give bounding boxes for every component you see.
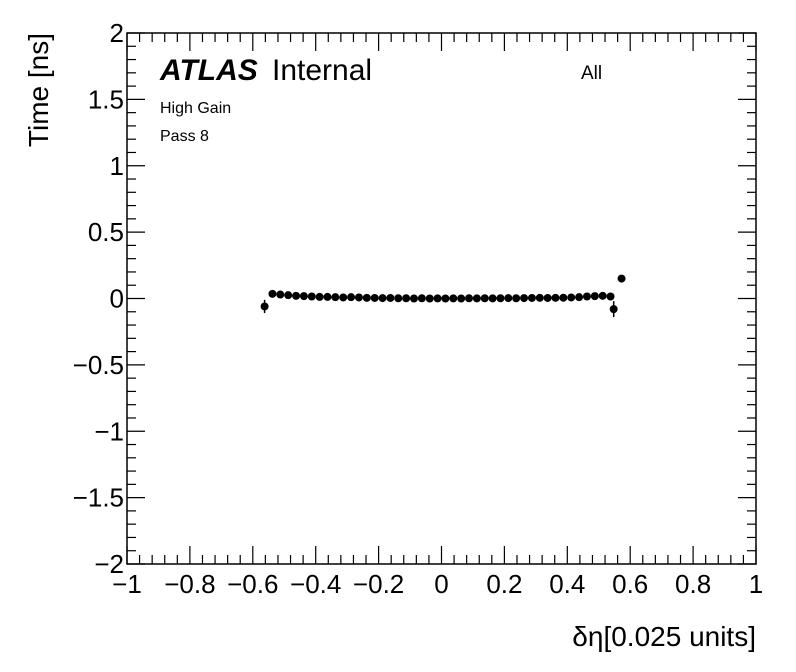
data-point — [260, 302, 269, 311]
category-label: All — [581, 63, 602, 84]
pass-label: Pass 8 — [160, 128, 209, 145]
data-point — [598, 291, 607, 300]
data-point — [347, 293, 356, 302]
x-tick-label: 0.6 — [612, 569, 648, 599]
x-tick-labels: −1 −0.8 −0.6 −0.4 −0.2 0 0.2 0.4 0.6 0.8 1 — [112, 569, 763, 599]
data-point — [331, 293, 340, 302]
data-point — [559, 293, 568, 302]
data-point — [575, 293, 584, 302]
x-tick-label: 0.8 — [675, 569, 711, 599]
data-point — [378, 294, 387, 303]
data-point — [441, 294, 450, 303]
y-axis-title: Time [ns] — [23, 33, 54, 147]
data-point — [362, 293, 371, 302]
x-tick-label: 0.2 — [486, 569, 522, 599]
data-point — [268, 289, 277, 298]
data-points — [260, 274, 626, 318]
data-point — [292, 291, 301, 300]
atlas-label: ATLAS — [159, 54, 258, 87]
x-tick-label: 1 — [749, 569, 763, 599]
data-point — [480, 294, 489, 303]
data-point — [307, 292, 316, 301]
data-point — [609, 305, 618, 314]
data-point — [315, 292, 324, 301]
y-tick-label: −2 — [94, 549, 124, 579]
internal-label: Internal — [272, 54, 372, 87]
x-tick-label: 0.4 — [549, 569, 585, 599]
data-point — [409, 294, 418, 303]
y-tick-label: 1 — [110, 151, 124, 181]
data-point — [323, 292, 332, 301]
x-axis-title: δη[0.025 units] — [572, 621, 756, 652]
data-point — [386, 293, 395, 302]
data-point — [472, 294, 481, 303]
data-point — [457, 294, 466, 303]
y-tick-label: 2 — [110, 18, 124, 48]
data-point — [402, 294, 411, 303]
data-point — [567, 293, 576, 302]
y-tick-label: −1.5 — [73, 483, 124, 513]
data-point — [370, 293, 379, 302]
data-point — [551, 293, 560, 302]
data-point — [417, 294, 426, 303]
data-point — [606, 292, 615, 301]
data-point — [590, 292, 599, 301]
axis-ticks — [126, 32, 757, 565]
data-point — [425, 294, 434, 303]
x-tick-label: −1 — [112, 569, 142, 599]
x-tick-label: −0.4 — [290, 569, 341, 599]
data-point — [276, 290, 285, 299]
data-point — [496, 294, 505, 303]
data-point — [465, 294, 474, 303]
x-tick-label: −0.6 — [227, 569, 278, 599]
y-tick-label: −0.5 — [73, 350, 124, 380]
x-tick-label: −0.2 — [353, 569, 404, 599]
data-point — [543, 293, 552, 302]
y-tick-label: −1 — [94, 416, 124, 446]
data-point — [339, 293, 348, 302]
gain-label: High Gain — [160, 100, 231, 117]
data-point — [512, 294, 521, 303]
data-point — [449, 294, 458, 303]
data-point — [617, 274, 626, 283]
data-point — [582, 292, 591, 301]
data-point — [535, 293, 544, 302]
data-point — [488, 294, 497, 303]
data-point — [504, 294, 513, 303]
data-point — [284, 291, 293, 300]
data-point — [520, 294, 529, 303]
data-point — [299, 292, 308, 301]
y-tick-label: 1.5 — [88, 84, 124, 114]
x-tick-label: −0.8 — [164, 569, 215, 599]
y-tick-label: 0 — [110, 284, 124, 314]
y-tick-labels: −2 −1.5 −1 −0.5 0 0.5 1 1.5 2 — [73, 18, 124, 579]
data-point — [433, 294, 442, 303]
data-point — [354, 293, 363, 302]
data-point — [394, 294, 403, 303]
x-tick-label: 0 — [434, 569, 448, 599]
data-point — [527, 293, 536, 302]
y-tick-label: 0.5 — [88, 217, 124, 247]
